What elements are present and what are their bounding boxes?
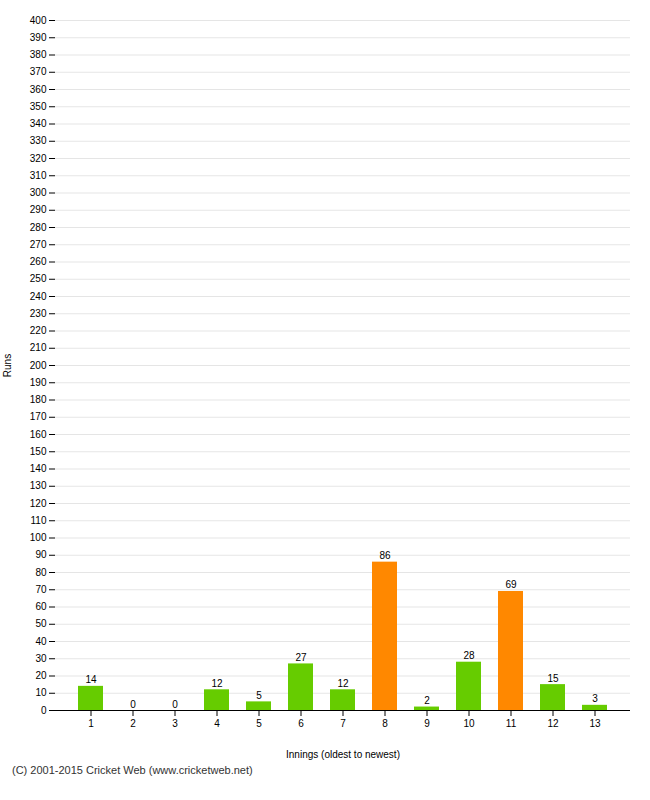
- svg-text:240: 240: [30, 291, 47, 302]
- svg-text:9: 9: [424, 718, 430, 729]
- svg-text:210: 210: [30, 342, 47, 353]
- svg-text:350: 350: [30, 101, 47, 112]
- svg-text:200: 200: [30, 360, 47, 371]
- svg-text:12: 12: [337, 678, 349, 689]
- svg-text:15: 15: [547, 673, 559, 684]
- svg-text:70: 70: [35, 584, 47, 595]
- svg-text:390: 390: [30, 32, 47, 43]
- svg-text:2: 2: [130, 718, 136, 729]
- svg-text:0: 0: [130, 699, 136, 710]
- svg-text:10: 10: [463, 718, 475, 729]
- svg-text:290: 290: [30, 204, 47, 215]
- svg-text:150: 150: [30, 446, 47, 457]
- svg-text:30: 30: [35, 653, 47, 664]
- svg-text:6: 6: [298, 718, 304, 729]
- svg-text:86: 86: [379, 550, 391, 561]
- svg-text:280: 280: [30, 222, 47, 233]
- svg-text:60: 60: [35, 601, 47, 612]
- svg-text:140: 140: [30, 463, 47, 474]
- html-text:(C) 2001-2015 Cricket Web (www: (C) 2001-2015 Cricket Web (www.cricketwe…: [12, 764, 253, 776]
- svg-text:340: 340: [30, 118, 47, 129]
- svg-text:27: 27: [295, 652, 307, 663]
- svg-text:10: 10: [35, 687, 47, 698]
- svg-text:380: 380: [30, 49, 47, 60]
- svg-text:190: 190: [30, 377, 47, 388]
- svg-text:0: 0: [41, 705, 47, 716]
- svg-text:5: 5: [256, 718, 262, 729]
- svg-text:11: 11: [506, 718, 517, 729]
- svg-text:12: 12: [211, 678, 223, 689]
- svg-text:80: 80: [35, 567, 47, 578]
- svg-text:3: 3: [592, 693, 598, 704]
- svg-text:230: 230: [30, 308, 47, 319]
- svg-text:270: 270: [30, 239, 47, 250]
- svg-text:8: 8: [382, 718, 388, 729]
- svg-text:110: 110: [31, 515, 47, 526]
- svg-text:250: 250: [30, 273, 47, 284]
- svg-text:0: 0: [172, 699, 178, 710]
- svg-text:7: 7: [340, 718, 346, 729]
- svg-text:320: 320: [30, 153, 47, 164]
- svg-text:130: 130: [30, 480, 47, 491]
- svg-text:180: 180: [30, 394, 47, 405]
- svg-text:300: 300: [30, 187, 47, 198]
- svg-text:5: 5: [256, 690, 262, 701]
- svg-text:28: 28: [463, 650, 475, 661]
- svg-text:310: 310: [30, 170, 47, 181]
- svg-text:50: 50: [35, 618, 47, 629]
- svg-text:Runs: Runs: [2, 354, 13, 377]
- svg-text:1: 1: [88, 718, 94, 729]
- svg-text:40: 40: [35, 636, 47, 647]
- svg-text:2: 2: [424, 695, 430, 706]
- svg-text:90: 90: [35, 549, 47, 560]
- svg-text:400: 400: [30, 15, 47, 26]
- svg-text:160: 160: [30, 429, 47, 440]
- svg-text:3: 3: [172, 718, 178, 729]
- svg-text:100: 100: [30, 532, 47, 543]
- svg-text:20: 20: [35, 670, 47, 681]
- svg-text:330: 330: [30, 135, 47, 146]
- svg-text:370: 370: [30, 66, 47, 77]
- svg-text:4: 4: [214, 718, 220, 729]
- svg-text:360: 360: [30, 84, 47, 95]
- svg-text:69: 69: [505, 579, 517, 590]
- svg-text:12: 12: [547, 718, 559, 729]
- svg-text:260: 260: [30, 256, 47, 267]
- svg-text:170: 170: [30, 411, 47, 422]
- svg-text:Innings (oldest to newest): Innings (oldest to newest): [286, 749, 400, 760]
- svg-text:13: 13: [589, 718, 601, 729]
- svg-text:14: 14: [85, 674, 97, 685]
- svg-text:120: 120: [30, 498, 47, 509]
- svg-text:220: 220: [30, 325, 47, 336]
